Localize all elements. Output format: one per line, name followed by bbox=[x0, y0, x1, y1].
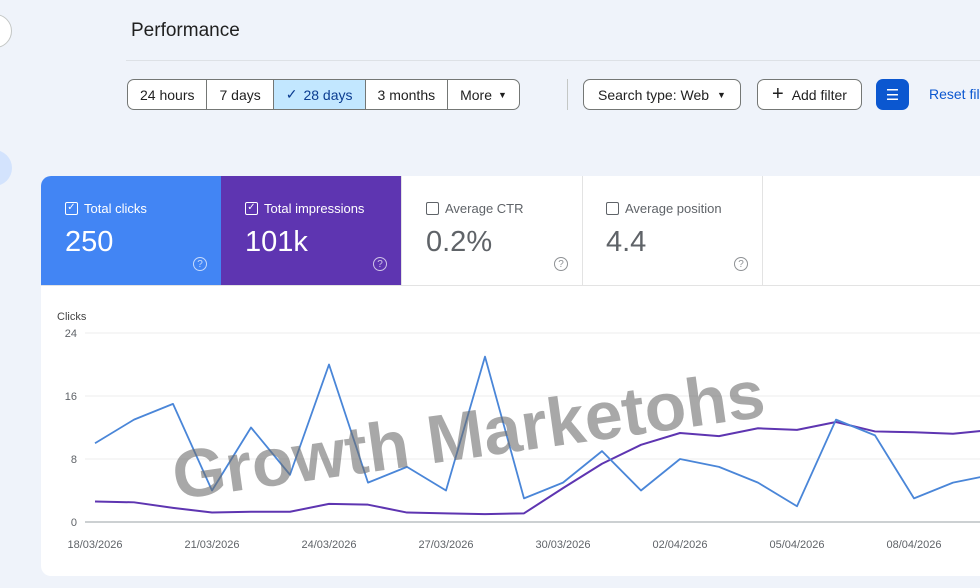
plus-icon: + bbox=[772, 83, 784, 105]
divider bbox=[41, 285, 980, 286]
metric-card-average-ctr[interactable]: Average CTR 0.2% ? bbox=[402, 176, 583, 285]
x-tick-label: 30/03/2026 bbox=[535, 539, 590, 551]
date-range-selector: 24 hours 7 days ✓ 28 days 3 months More ▼ bbox=[127, 79, 520, 110]
caret-down-icon: ▼ bbox=[498, 89, 507, 100]
add-filter-label: Add filter bbox=[791, 86, 847, 103]
range-3-months[interactable]: 3 months bbox=[366, 80, 449, 109]
y-tick-label: 0 bbox=[71, 517, 77, 529]
x-tick-label: 08/04/2026 bbox=[886, 539, 941, 551]
help-icon[interactable]: ? bbox=[734, 257, 748, 271]
checkbox-unchecked-icon[interactable] bbox=[426, 202, 439, 215]
reset-filters-link[interactable]: Reset filters bbox=[929, 86, 980, 102]
x-tick-label: 27/03/2026 bbox=[418, 539, 473, 551]
y-axis-label: Clicks bbox=[57, 311, 87, 323]
metric-card-average-position[interactable]: Average position 4.4 ? bbox=[582, 176, 763, 285]
metric-value: 101k bbox=[245, 226, 308, 258]
divider bbox=[567, 79, 568, 110]
search-type-label: Search type: Web bbox=[598, 86, 710, 103]
range-label: 3 months bbox=[377, 86, 436, 103]
x-tick-label: 05/04/2026 bbox=[769, 539, 824, 551]
metric-value: 250 bbox=[65, 226, 114, 258]
nav-circle-button[interactable] bbox=[0, 14, 12, 48]
metric-label: Total clicks bbox=[84, 201, 147, 216]
series-line-clicks bbox=[94, 355, 980, 508]
range-28-days[interactable]: ✓ 28 days bbox=[273, 80, 366, 109]
range-24-hours[interactable]: 24 hours bbox=[128, 80, 208, 109]
filter-settings-button[interactable]: ☰ bbox=[876, 79, 909, 110]
checkbox-checked-icon[interactable]: ✓ bbox=[245, 202, 258, 215]
help-icon[interactable]: ? bbox=[373, 257, 387, 271]
metric-value: 4.4 bbox=[606, 226, 647, 258]
performance-panel: ✓ Total clicks 250 ? ✓ Total impressions 1… bbox=[41, 176, 980, 576]
caret-down-icon: ▼ bbox=[717, 89, 726, 100]
range-label: More bbox=[460, 86, 493, 103]
help-icon[interactable]: ? bbox=[554, 257, 568, 271]
nav-active-indicator[interactable] bbox=[0, 150, 12, 186]
metric-card-total-impressions[interactable]: ✓ Total impressions 101k ? bbox=[221, 176, 402, 285]
check-icon: ✓ bbox=[285, 86, 298, 102]
y-tick-label: 24 bbox=[65, 328, 77, 340]
filter-sparkle-icon: ☰ bbox=[885, 86, 900, 104]
add-filter-button[interactable]: + Add filter bbox=[757, 79, 862, 110]
metric-label: Average position bbox=[625, 201, 722, 216]
metric-card-total-clicks[interactable]: ✓ Total clicks 250 ? bbox=[41, 176, 222, 285]
x-tick-label: 02/04/2026 bbox=[652, 539, 707, 551]
metric-value: 0.2% bbox=[426, 226, 493, 258]
checkbox-unchecked-icon[interactable] bbox=[606, 202, 619, 215]
x-tick-label: 24/03/2026 bbox=[301, 539, 356, 551]
range-more[interactable]: More ▼ bbox=[448, 80, 519, 109]
range-7-days[interactable]: 7 days bbox=[207, 80, 274, 109]
range-label: 7 days bbox=[219, 86, 261, 103]
divider bbox=[126, 60, 980, 61]
page-title: Performance bbox=[131, 20, 240, 41]
series-line-impressions bbox=[94, 420, 980, 516]
help-icon[interactable]: ? bbox=[193, 257, 207, 271]
metric-label: Total impressions bbox=[264, 201, 365, 216]
range-label: 24 hours bbox=[140, 86, 195, 103]
x-tick-label: 21/03/2026 bbox=[184, 539, 239, 551]
x-tick-label: 18/03/2026 bbox=[67, 539, 122, 551]
y-tick-label: 8 bbox=[71, 454, 77, 466]
range-label: 28 days bbox=[303, 86, 353, 103]
search-type-dropdown[interactable]: Search type: Web ▼ bbox=[583, 79, 741, 110]
metric-label: Average CTR bbox=[445, 201, 524, 216]
performance-line-chart: Clicks 0 8 16 24 18/03/2026 21/03/2026 24/03/20… bbox=[57, 311, 980, 551]
checkbox-checked-icon[interactable]: ✓ bbox=[65, 202, 78, 215]
y-tick-label: 16 bbox=[65, 391, 77, 403]
